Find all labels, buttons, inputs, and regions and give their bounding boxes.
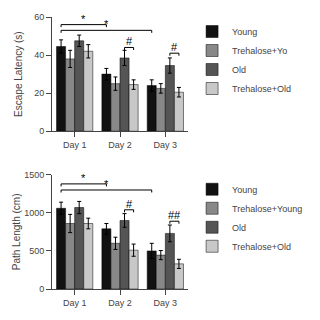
svg-text:Trehalose+Old: Trehalose+Old: [232, 242, 291, 252]
svg-text:0: 0: [39, 126, 44, 136]
svg-text:Day 3: Day 3: [154, 140, 178, 150]
svg-text:Trehalose+Yo: Trehalose+Yo: [232, 46, 287, 56]
svg-text:1000: 1000: [24, 208, 44, 218]
svg-text:40: 40: [34, 50, 44, 60]
svg-text:Day 2: Day 2: [108, 298, 132, 308]
svg-text:0: 0: [39, 284, 44, 294]
svg-text:Day 1: Day 1: [63, 298, 87, 308]
svg-text:*: *: [104, 178, 109, 190]
svg-text:*: *: [104, 18, 109, 30]
svg-text:60: 60: [34, 12, 44, 22]
svg-text:Old: Old: [232, 223, 246, 233]
svg-text:Day 1: Day 1: [63, 140, 87, 150]
svg-text:Old: Old: [232, 65, 246, 75]
svg-text:Trehalose+Young: Trehalose+Young: [232, 204, 302, 214]
svg-text:Day 3: Day 3: [154, 298, 178, 308]
svg-text:Path Length (cm): Path Length (cm): [11, 194, 22, 271]
svg-text:Young: Young: [232, 185, 257, 195]
svg-text:*: *: [81, 172, 86, 184]
svg-text:Escape Latency (s): Escape Latency (s): [13, 31, 24, 117]
svg-text:##: ##: [168, 209, 181, 221]
svg-text:Young: Young: [232, 27, 257, 37]
svg-text:1500: 1500: [24, 170, 44, 180]
svg-text:500: 500: [29, 246, 44, 256]
svg-text:#: #: [171, 41, 178, 53]
svg-text:*: *: [81, 13, 86, 25]
svg-text:#: #: [126, 198, 133, 210]
svg-text:20: 20: [34, 88, 44, 98]
svg-text:#: #: [126, 35, 133, 47]
svg-text:Day 2: Day 2: [108, 140, 132, 150]
svg-text:Trehalose+Old: Trehalose+Old: [232, 84, 291, 94]
